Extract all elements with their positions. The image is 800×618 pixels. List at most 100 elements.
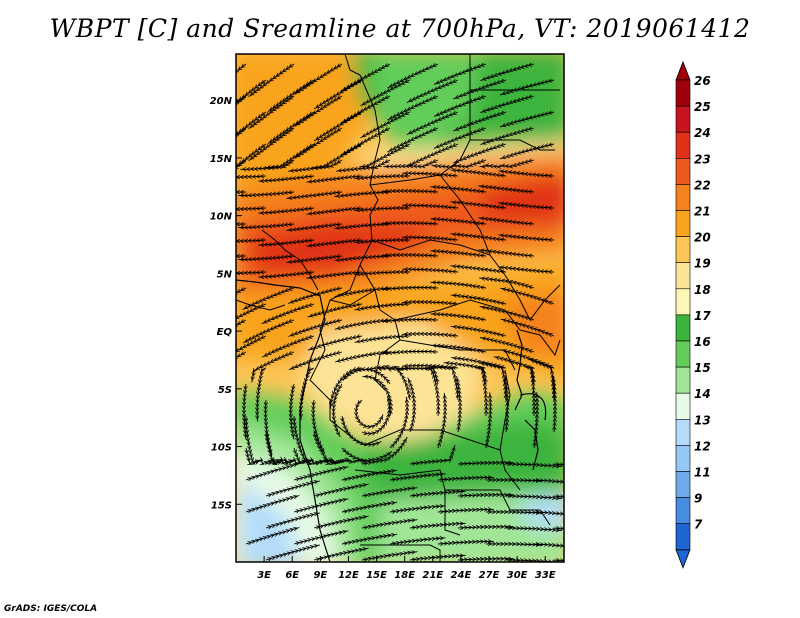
streamline (286, 256, 343, 262)
streamline (409, 491, 466, 496)
streamline (334, 320, 391, 329)
streamline (258, 208, 315, 213)
colorbar-segment (675, 236, 691, 264)
streamline (479, 278, 535, 288)
streamline (293, 531, 349, 544)
streamline (499, 80, 555, 96)
streamline (361, 436, 408, 464)
streamline (533, 544, 564, 546)
streamline (506, 528, 562, 531)
streamline (450, 266, 507, 272)
colorbar-segment (675, 471, 691, 498)
streamline (341, 502, 398, 512)
streamline (457, 376, 460, 433)
streamline (286, 224, 343, 230)
map-title: WBPT [C] and Sreamline at 700hPa, VT: 20… (49, 14, 751, 43)
streamline (409, 523, 466, 528)
lon-tick-label: 6E (285, 570, 299, 581)
streamline (553, 496, 564, 497)
colorbar-segment (675, 105, 691, 133)
streamline (457, 463, 515, 464)
streamline (236, 336, 267, 353)
colorbar-segment (675, 418, 691, 446)
streamline (533, 512, 564, 514)
lon-tick-label: 18E (394, 570, 415, 581)
streamline (334, 288, 391, 297)
colorbar-high-arrow (675, 60, 691, 81)
streamline (341, 534, 398, 544)
colorbar-label: 20 (694, 231, 711, 245)
colorbar-label: 26 (694, 74, 711, 88)
streamline (265, 545, 321, 560)
streamline (265, 459, 314, 464)
latitude-axis: 20N 15N 10N 5N EQ 5S 10S 15S (210, 96, 242, 511)
streamline (430, 219, 487, 224)
lon-tick-label: 12E (338, 570, 359, 581)
streamline (499, 112, 555, 128)
streamline (361, 552, 418, 560)
map-frame (235, 53, 565, 563)
streamline (479, 307, 535, 321)
colorbar-label: 9 (694, 492, 702, 506)
streamline (301, 368, 315, 420)
streamline (402, 205, 459, 208)
streamline (361, 520, 418, 528)
colorbar: 26 25 24 23 22 21 20 19 18 17 16 15 14 13 12 11 9 7 (675, 60, 711, 569)
colorbar-label: 11 (694, 466, 711, 480)
streamline (306, 272, 363, 278)
streamline (334, 256, 391, 261)
wbpt-shading (236, 54, 564, 562)
streamline (354, 272, 410, 275)
streamline (430, 251, 487, 256)
streamline (533, 480, 564, 482)
streamline (286, 192, 343, 198)
streamline (402, 334, 459, 336)
streamline (236, 320, 247, 328)
streamline (361, 488, 418, 496)
streamline (407, 377, 415, 433)
streamline (479, 160, 535, 167)
streamline (354, 176, 410, 179)
streamline (485, 512, 543, 513)
colorbar-label: 13 (694, 413, 711, 427)
lon-tick-label: 24E (451, 570, 472, 581)
lat-tick-label: 15S (211, 500, 232, 511)
streamline (480, 64, 535, 82)
colorbar-label: 22 (694, 178, 711, 192)
colorbar-segment (675, 131, 691, 159)
streamlines (236, 63, 564, 562)
streamline (334, 192, 391, 197)
streamline (505, 376, 507, 433)
lon-tick-label: 30E (507, 570, 528, 581)
lat-tick-label: 5S (218, 385, 232, 396)
streamline (236, 288, 247, 295)
streamline (236, 63, 247, 74)
streamline (478, 250, 535, 256)
colorbar-segment (675, 445, 691, 472)
colorbar-low-arrow (675, 549, 691, 569)
colorbar-segment (675, 314, 691, 342)
colorbar-label: 14 (694, 387, 711, 401)
lon-tick-label: 33E (535, 570, 556, 581)
streamline (409, 555, 466, 560)
streamline (288, 320, 343, 337)
streamline (479, 338, 535, 353)
streamline (389, 538, 446, 544)
streamline (354, 304, 411, 310)
lat-tick-label: 5N (217, 269, 233, 280)
colorbar-label: 12 (694, 439, 711, 453)
streamline (307, 336, 363, 351)
streamline (438, 392, 445, 449)
streamline (498, 203, 555, 208)
colorbar-label: 17 (694, 309, 711, 323)
streamline (265, 513, 321, 528)
streamline (437, 477, 494, 480)
colorbar-label: 15 (694, 361, 711, 375)
colorbar-label: 25 (694, 100, 711, 114)
streamline (450, 170, 507, 176)
streamline (334, 224, 391, 229)
colorbar-segment (675, 158, 691, 185)
streamline (500, 319, 555, 336)
streamline (553, 560, 564, 561)
lat-tick-label: 10N (210, 212, 233, 223)
